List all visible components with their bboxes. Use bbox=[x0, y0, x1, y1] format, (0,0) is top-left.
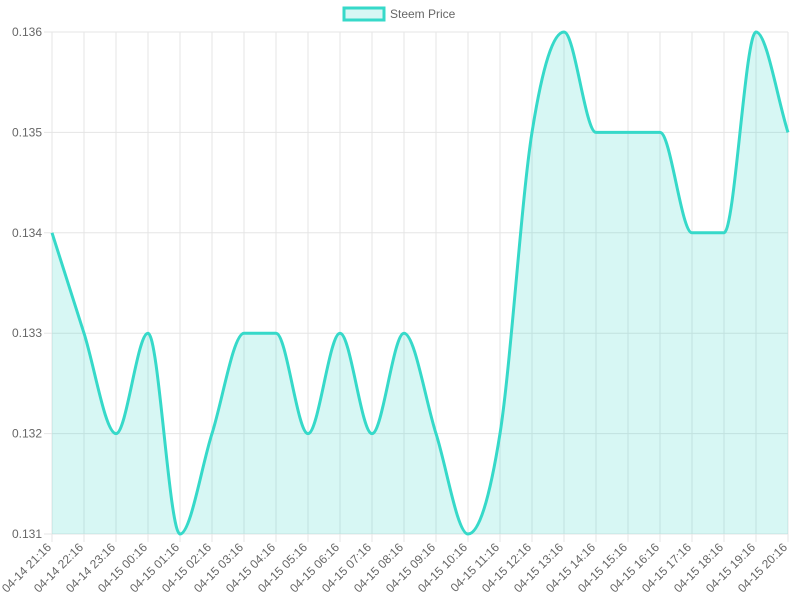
y-tick-label: 0.136 bbox=[12, 25, 42, 39]
y-tick-label: 0.133 bbox=[12, 326, 42, 340]
grid bbox=[44, 31, 789, 542]
legend[interactable]: Steem Price bbox=[342, 6, 456, 22]
y-tick-label: 0.134 bbox=[12, 226, 42, 240]
series-line bbox=[50, 30, 790, 536]
y-axis-ticks: 0.131 0.132 0.133 0.134 0.135 0.136 bbox=[12, 25, 42, 541]
legend-label: Steem Price bbox=[390, 7, 456, 21]
y-tick-label: 0.132 bbox=[12, 427, 42, 441]
legend-swatch[interactable] bbox=[342, 6, 386, 22]
y-tick-label: 0.135 bbox=[12, 125, 42, 139]
y-tick-label: 0.131 bbox=[12, 527, 42, 541]
series-area-fill bbox=[52, 32, 788, 534]
